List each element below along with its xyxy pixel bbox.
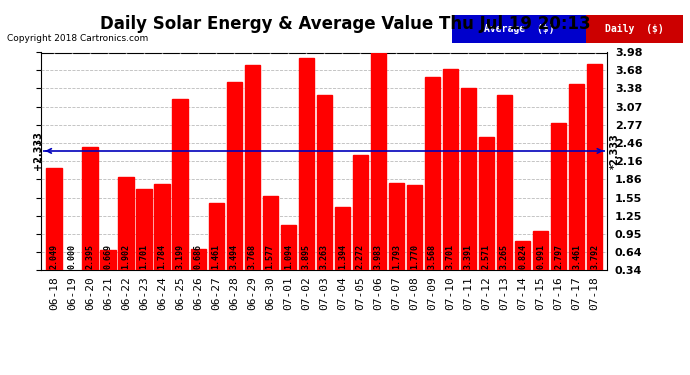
Text: Daily  ($): Daily ($) — [605, 24, 664, 34]
Text: 2.571: 2.571 — [482, 244, 491, 269]
Text: Daily Solar Energy & Average Value Thu Jul 19 20:13: Daily Solar Energy & Average Value Thu J… — [99, 15, 591, 33]
Bar — [208, 203, 224, 290]
Text: 1.793: 1.793 — [392, 244, 401, 269]
Text: 1.461: 1.461 — [212, 244, 221, 269]
Text: 1.701: 1.701 — [139, 244, 148, 269]
Text: 3.701: 3.701 — [446, 244, 455, 269]
FancyBboxPatch shape — [586, 15, 683, 43]
Text: 3.391: 3.391 — [464, 244, 473, 269]
Text: Average  ($): Average ($) — [484, 24, 554, 34]
Bar — [172, 99, 188, 290]
Text: 1.902: 1.902 — [121, 244, 130, 269]
Text: 1.394: 1.394 — [338, 244, 347, 269]
Bar — [569, 84, 584, 290]
Text: 3.792: 3.792 — [590, 244, 599, 269]
Bar — [425, 77, 440, 290]
Text: 3.263: 3.263 — [319, 244, 329, 269]
Bar — [533, 231, 548, 290]
Text: 0.686: 0.686 — [194, 244, 203, 269]
Text: 0.991: 0.991 — [536, 244, 545, 269]
Bar — [515, 241, 530, 290]
Bar — [406, 184, 422, 290]
Text: 3.461: 3.461 — [572, 244, 581, 269]
Text: 0.000: 0.000 — [68, 244, 77, 269]
Bar — [353, 154, 368, 290]
Text: +2.333: +2.333 — [33, 132, 43, 170]
Text: 1.770: 1.770 — [410, 244, 419, 269]
Bar — [155, 184, 170, 290]
Bar — [299, 58, 314, 290]
Text: 1.784: 1.784 — [157, 244, 166, 269]
Bar — [119, 177, 134, 290]
Bar — [46, 168, 61, 290]
Bar — [388, 183, 404, 290]
Text: 3.895: 3.895 — [302, 244, 310, 269]
Bar — [263, 196, 278, 290]
Bar — [82, 147, 98, 290]
Text: 2.797: 2.797 — [554, 244, 563, 269]
Bar — [461, 88, 476, 290]
Text: 3.768: 3.768 — [248, 244, 257, 269]
Text: 2.395: 2.395 — [86, 244, 95, 269]
Bar — [335, 207, 350, 290]
Bar — [101, 251, 116, 290]
Bar — [587, 64, 602, 290]
Bar — [317, 95, 332, 290]
Text: 3.199: 3.199 — [176, 244, 185, 269]
Bar — [371, 53, 386, 290]
Text: 2.049: 2.049 — [50, 244, 59, 269]
Text: 3.568: 3.568 — [428, 244, 437, 269]
Text: 3.265: 3.265 — [500, 244, 509, 269]
Bar — [190, 249, 206, 290]
Bar — [281, 225, 296, 290]
Bar — [137, 189, 152, 290]
Text: 1.094: 1.094 — [284, 244, 293, 269]
Text: *2.333: *2.333 — [609, 133, 620, 169]
Text: 3.494: 3.494 — [230, 244, 239, 269]
Text: Copyright 2018 Cartronics.com: Copyright 2018 Cartronics.com — [7, 34, 148, 43]
Bar — [226, 81, 242, 290]
Bar — [443, 69, 458, 290]
Text: 3.983: 3.983 — [374, 244, 383, 269]
Text: 1.577: 1.577 — [266, 244, 275, 269]
Text: 0.824: 0.824 — [518, 244, 527, 269]
Bar — [244, 65, 260, 290]
Bar — [479, 137, 494, 290]
Text: 2.272: 2.272 — [356, 244, 365, 269]
Bar — [551, 123, 566, 290]
FancyBboxPatch shape — [452, 15, 586, 43]
Text: 0.669: 0.669 — [104, 244, 112, 269]
Bar — [497, 95, 512, 290]
